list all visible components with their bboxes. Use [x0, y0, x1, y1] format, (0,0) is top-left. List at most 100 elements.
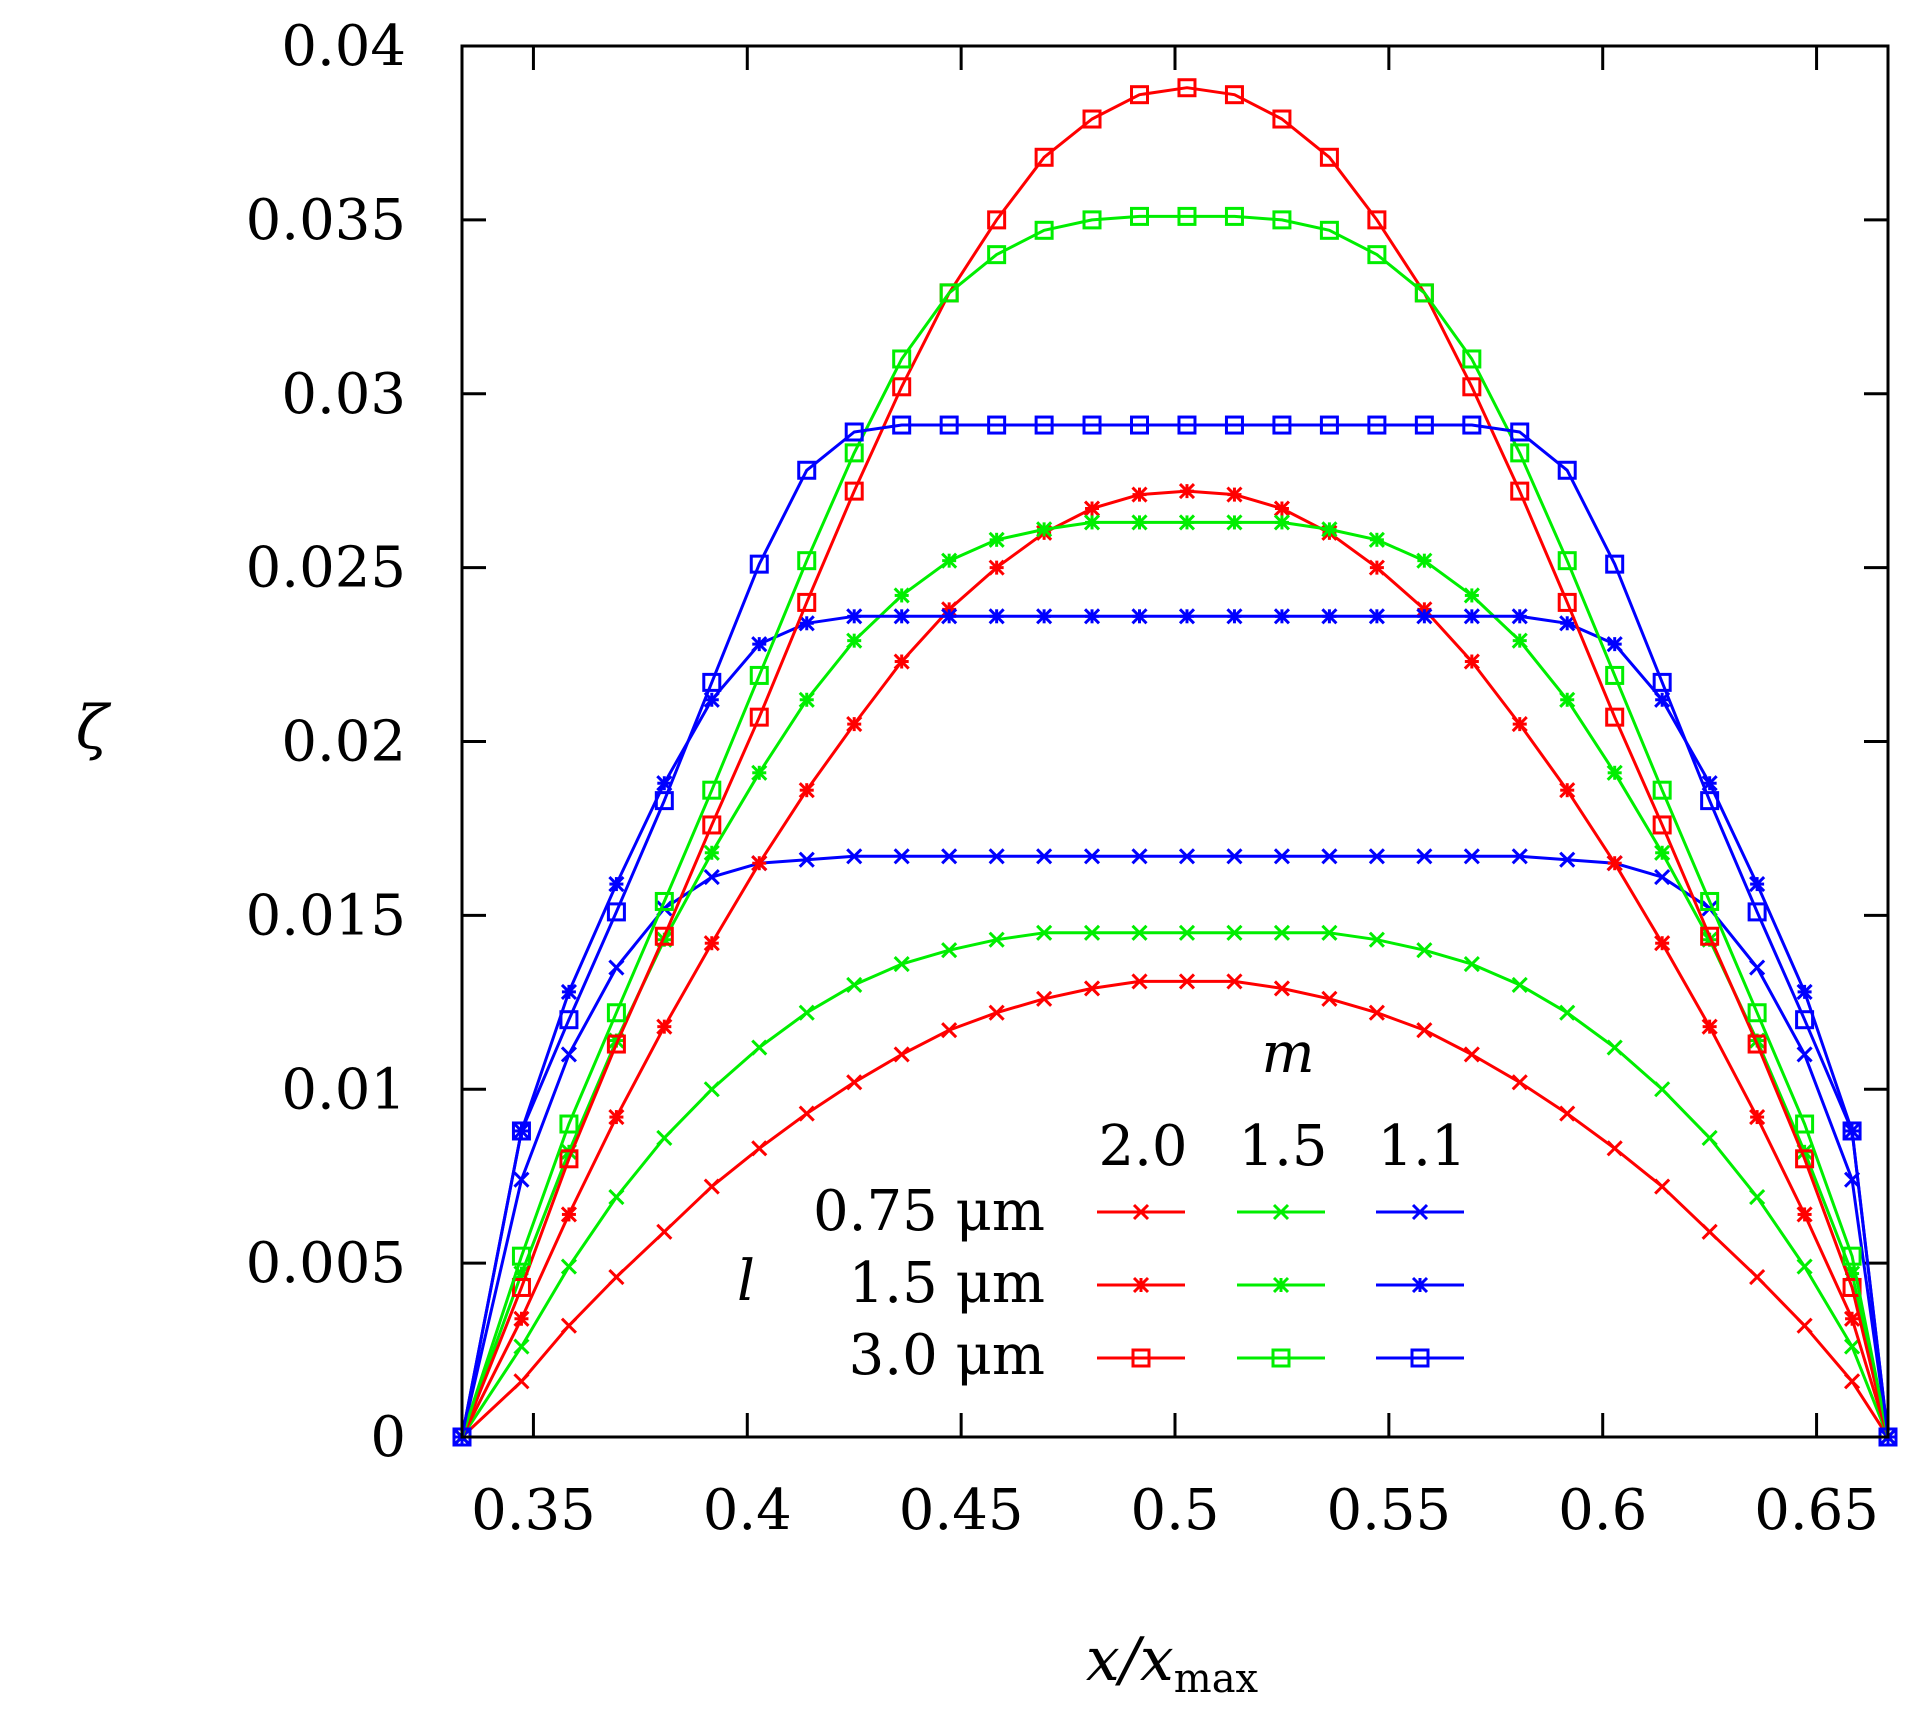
data-point-x — [1749, 1188, 1766, 1206]
data-point-x — [1463, 1046, 1480, 1063]
data-point-star — [560, 983, 577, 1000]
data-point-star — [1654, 691, 1671, 708]
data-point-x — [1559, 1004, 1576, 1021]
y-tick-labels: 0 0.005 0.01 0.015 0.02 0.025 0.03 0.035 0.04 — [246, 14, 406, 1470]
x-axis-label-main: x/x — [1086, 1625, 1174, 1695]
data-point-star — [1036, 608, 1053, 625]
data-point-x — [1368, 1004, 1385, 1021]
data-point-square — [1414, 415, 1434, 435]
data-point-x — [560, 1046, 577, 1063]
data-point-x — [1559, 851, 1576, 868]
data-point-star — [1083, 500, 1101, 517]
series-path — [460, 614, 1890, 1438]
data-point-star — [1796, 983, 1813, 1000]
data-point-star — [1036, 521, 1053, 538]
x-axis-label-sub: max — [1174, 1656, 1259, 1702]
data-point-x — [1226, 924, 1243, 941]
data-point-square — [1795, 1114, 1815, 1134]
data-point-star — [893, 608, 910, 625]
data-point-square — [559, 1010, 579, 1030]
data-point-star — [1178, 483, 1196, 500]
data-point-x — [608, 1188, 625, 1206]
data-point-x — [608, 1268, 625, 1286]
data-point-star — [608, 876, 625, 893]
data-point-square — [1557, 551, 1577, 571]
data-point-square — [559, 1114, 579, 1134]
data-point-star — [798, 615, 815, 632]
x-tick-label: 0.35 — [471, 1478, 596, 1543]
series-line — [452, 206, 1898, 1447]
data-point-star — [1132, 1276, 1150, 1294]
data-point-square — [1557, 592, 1577, 612]
data-point-square — [1842, 1246, 1862, 1266]
data-point-square — [1510, 422, 1530, 442]
data-point-x — [941, 942, 958, 959]
x-tick-label: 0.4 — [703, 1478, 792, 1543]
data-point-x — [703, 869, 720, 886]
data-point-x — [1701, 1129, 1718, 1146]
y-tick-label: 0.02 — [281, 710, 406, 775]
data-point-star — [1749, 1109, 1766, 1126]
data-point-square — [1510, 443, 1530, 463]
data-point-star — [1606, 764, 1623, 781]
data-point-square — [797, 551, 817, 571]
data-point-star — [1796, 1206, 1813, 1223]
data-point-square — [749, 554, 769, 574]
data-point-square — [1319, 415, 1339, 435]
data-point-star — [1368, 559, 1385, 576]
series-path — [460, 86, 1890, 1438]
data-point-square — [844, 443, 864, 463]
data-point-x — [1416, 1022, 1433, 1039]
data-point-star — [988, 559, 1005, 576]
data-point-square — [606, 1003, 626, 1023]
data-point-x — [1511, 1074, 1528, 1091]
data-point-x — [1036, 848, 1053, 865]
legend: m l 2.0 1.5 1.1 0.75 μm 1.5 μm 3.0 μm — [737, 1021, 1466, 1388]
data-point-square — [1082, 109, 1102, 129]
data-point-x — [513, 1171, 530, 1188]
data-point-square — [654, 891, 674, 911]
data-point-square — [1034, 147, 1054, 167]
data-point-star — [1844, 1310, 1861, 1327]
data-point-star — [1321, 608, 1338, 625]
data-point-star — [703, 844, 720, 861]
data-point-square — [1414, 283, 1434, 303]
data-point-square — [1224, 415, 1244, 435]
series-layer — [452, 78, 1898, 1447]
data-point-square — [1795, 1149, 1815, 1169]
data-point-star — [846, 632, 863, 649]
data-point-square — [749, 665, 769, 685]
series-line — [453, 483, 1897, 1446]
series-line — [453, 924, 1897, 1446]
data-point-star — [1416, 608, 1433, 625]
data-point-star — [656, 1018, 673, 1035]
data-point-x — [1321, 848, 1338, 865]
x-tick-label: 0.5 — [1130, 1478, 1219, 1543]
data-point-star — [1559, 615, 1576, 632]
data-point-star — [1131, 486, 1148, 503]
data-point-square — [1462, 349, 1482, 369]
data-point-square — [1177, 78, 1197, 98]
data-point-x — [1511, 976, 1528, 993]
data-point-star — [1178, 608, 1196, 625]
data-point-square — [702, 672, 722, 692]
y-tick-label: 0.025 — [246, 536, 406, 601]
data-point-x — [1368, 931, 1385, 948]
legend-m-1-1: 1.1 — [1377, 1114, 1466, 1179]
data-point-square — [1747, 1003, 1767, 1023]
data-point-square — [1272, 109, 1292, 129]
data-point-x — [1321, 924, 1338, 941]
data-point-x — [1844, 1373, 1861, 1390]
data-point-square — [1605, 665, 1625, 685]
data-point-x — [1606, 1140, 1623, 1157]
data-point-star — [1511, 608, 1528, 625]
data-point-square — [702, 780, 722, 800]
data-point-x — [1416, 942, 1433, 959]
x-axis-label: x/xmax — [1086, 1625, 1259, 1702]
data-point-square — [511, 1246, 531, 1266]
data-point-x — [656, 1129, 673, 1146]
data-point-star — [798, 691, 815, 708]
data-point-x — [1654, 1178, 1671, 1195]
data-point-square — [1224, 85, 1244, 105]
data-point-square — [1605, 554, 1625, 574]
